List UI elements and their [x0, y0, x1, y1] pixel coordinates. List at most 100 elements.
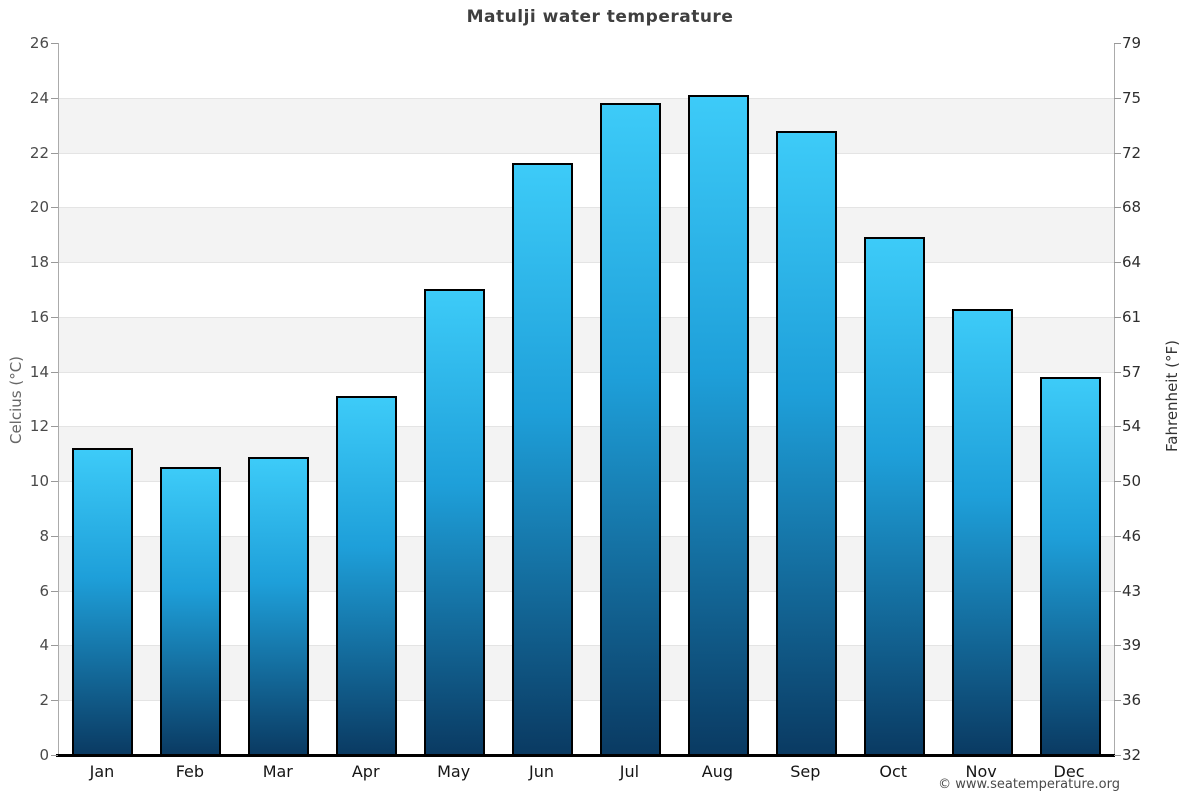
tickmark-celsius-24	[51, 98, 58, 99]
tickmark-celsius-2	[51, 700, 58, 701]
tickmark-celsius-8	[51, 536, 58, 537]
ytick-fahrenheit-54: 54	[1122, 417, 1142, 435]
ytick-celsius-6: 6	[39, 582, 49, 600]
ytick-fahrenheit-46: 46	[1122, 527, 1142, 545]
ytick-fahrenheit-57: 57	[1122, 363, 1142, 381]
plot-area	[58, 43, 1115, 755]
gridline-4c	[59, 645, 1114, 646]
ytick-celsius-4: 4	[39, 636, 49, 654]
tickmark-fahrenheit-46	[1114, 536, 1121, 537]
gridline-16c	[59, 317, 1114, 318]
xtick-dec: Dec	[1053, 762, 1085, 781]
gridline-6c	[59, 591, 1114, 592]
ytick-fahrenheit-75: 75	[1122, 89, 1142, 107]
chart-title: Matulji water temperature	[466, 7, 734, 27]
tickmark-fahrenheit-54	[1114, 426, 1121, 427]
ytick-celsius-2: 2	[39, 691, 49, 709]
bar-apr	[336, 396, 398, 755]
ytick-fahrenheit-68: 68	[1122, 198, 1142, 216]
x-axis-line	[56, 754, 1115, 757]
bar-may	[424, 289, 486, 755]
gridline-22c	[59, 153, 1114, 154]
tickmark-celsius-10	[51, 481, 58, 482]
tickmark-fahrenheit-68	[1114, 207, 1121, 208]
ytick-fahrenheit-43: 43	[1122, 582, 1142, 600]
ytick-celsius-10: 10	[29, 472, 49, 490]
bar-oct	[863, 237, 925, 755]
xtick-oct: Oct	[879, 762, 908, 781]
ytick-celsius-12: 12	[29, 417, 49, 435]
ytick-fahrenheit-64: 64	[1122, 253, 1142, 271]
tickmark-celsius-22	[51, 153, 58, 154]
tickmark-fahrenheit-61	[1114, 317, 1121, 318]
ytick-celsius-26: 26	[29, 34, 49, 52]
xtick-may: May	[437, 762, 471, 781]
grid-band-6-8	[59, 535, 1114, 591]
tickmark-fahrenheit-39	[1114, 645, 1121, 646]
ytick-fahrenheit-32: 32	[1122, 746, 1142, 764]
ytick-celsius-24: 24	[29, 89, 49, 107]
tickmark-fahrenheit-32	[1114, 755, 1121, 756]
ytick-celsius-20: 20	[29, 198, 49, 216]
gridline-18c	[59, 262, 1114, 263]
xtick-mar: Mar	[262, 762, 293, 781]
ytick-celsius-14: 14	[29, 363, 49, 381]
gridline-20c	[59, 207, 1114, 208]
bar-nov	[951, 308, 1013, 755]
ytick-fahrenheit-79: 79	[1122, 34, 1142, 52]
gridline-2c	[59, 700, 1114, 701]
tickmark-celsius-26	[51, 43, 58, 44]
tickmark-celsius-20	[51, 207, 58, 208]
ytick-fahrenheit-39: 39	[1122, 636, 1142, 654]
ytick-celsius-0: 0	[39, 746, 49, 764]
ytick-fahrenheit-36: 36	[1122, 691, 1142, 709]
tickmark-celsius-16	[51, 317, 58, 318]
tickmark-celsius-18	[51, 262, 58, 263]
tickmark-fahrenheit-36	[1114, 700, 1121, 701]
gridline-14c	[59, 372, 1114, 373]
tickmark-fahrenheit-75	[1114, 98, 1121, 99]
bar-mar	[248, 456, 310, 755]
tickmark-celsius-6	[51, 591, 58, 592]
bar-sep	[775, 130, 837, 755]
tickmark-celsius-0	[51, 755, 58, 756]
ytick-fahrenheit-50: 50	[1122, 472, 1142, 490]
tickmark-fahrenheit-64	[1114, 262, 1121, 263]
bar-jan	[72, 448, 134, 755]
bar-aug	[687, 95, 749, 755]
bar-jul	[599, 103, 661, 755]
xtick-jul: Jul	[619, 762, 640, 781]
tickmark-fahrenheit-72	[1114, 153, 1121, 154]
xtick-jun: Jun	[529, 762, 555, 781]
grid-band-14-16	[59, 316, 1114, 372]
bar-jun	[512, 163, 574, 755]
tickmark-fahrenheit-57	[1114, 372, 1121, 373]
tickmark-celsius-12	[51, 426, 58, 427]
grid-band-10-12	[59, 426, 1114, 482]
xtick-nov: Nov	[965, 762, 997, 781]
ytick-celsius-18: 18	[29, 253, 49, 271]
tickmark-celsius-4	[51, 645, 58, 646]
tickmark-celsius-14	[51, 372, 58, 373]
tickmark-fahrenheit-79	[1114, 43, 1121, 44]
grid-band-22-24	[59, 97, 1114, 153]
tickmark-fahrenheit-50	[1114, 481, 1121, 482]
bar-dec	[1039, 377, 1101, 755]
gridline-10c	[59, 481, 1114, 482]
xtick-feb: Feb	[175, 762, 205, 781]
ytick-celsius-16: 16	[29, 308, 49, 326]
bar-feb	[160, 467, 222, 755]
copyright-attribution: © www.seatemperature.org	[938, 777, 1120, 792]
xtick-sep: Sep	[790, 762, 821, 781]
xtick-jan: Jan	[89, 762, 115, 781]
ytick-celsius-8: 8	[39, 527, 49, 545]
xtick-aug: Aug	[701, 762, 733, 781]
grid-band-2-4	[59, 645, 1114, 701]
xtick-apr: Apr	[351, 762, 380, 781]
gridline-24c	[59, 98, 1114, 99]
ytick-fahrenheit-61: 61	[1122, 308, 1142, 326]
ytick-celsius-22: 22	[29, 144, 49, 162]
gridline-12c	[59, 426, 1114, 427]
y-axis-title-fahrenheit: Fahrenheit (°F)	[1163, 340, 1181, 452]
